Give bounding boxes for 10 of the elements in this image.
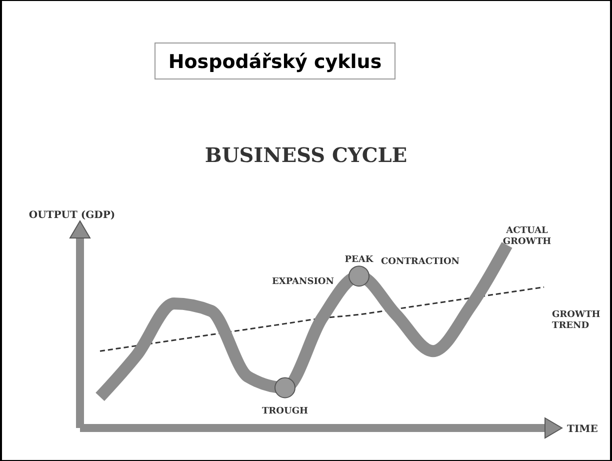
- annotation: TROUGH: [262, 406, 309, 417]
- chart-title: Hospodářský cyklus: [168, 51, 382, 73]
- annotation: CONTRACTION: [381, 257, 460, 268]
- annotation: EXPANSION: [272, 277, 334, 288]
- text: GROWTH TREND: [552, 310, 601, 332]
- annotation: PEAK: [344, 255, 374, 266]
- y-axis-title: OUTPUT (GDP): [28, 210, 116, 221]
- series-label: ACTUAL GROWTH: [502, 226, 552, 247]
- chart-subtitle: BUSINESS CYCLE: [204, 143, 408, 167]
- x-axis-title: TIME: [567, 424, 598, 435]
